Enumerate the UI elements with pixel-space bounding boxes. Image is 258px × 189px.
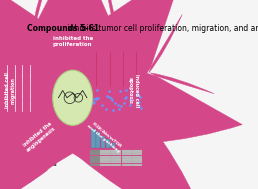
- FancyBboxPatch shape: [103, 63, 116, 74]
- FancyBboxPatch shape: [90, 150, 100, 153]
- FancyBboxPatch shape: [90, 128, 117, 149]
- FancyBboxPatch shape: [130, 51, 142, 63]
- FancyBboxPatch shape: [116, 75, 129, 86]
- FancyBboxPatch shape: [100, 153, 111, 155]
- FancyBboxPatch shape: [52, 25, 62, 46]
- FancyBboxPatch shape: [111, 161, 121, 163]
- FancyBboxPatch shape: [116, 51, 129, 63]
- FancyBboxPatch shape: [19, 99, 26, 111]
- FancyBboxPatch shape: [90, 150, 142, 166]
- FancyBboxPatch shape: [111, 164, 121, 166]
- FancyBboxPatch shape: [111, 153, 121, 155]
- FancyBboxPatch shape: [122, 164, 132, 166]
- FancyBboxPatch shape: [132, 164, 142, 166]
- FancyBboxPatch shape: [116, 63, 129, 74]
- FancyBboxPatch shape: [3, 88, 11, 99]
- Text: PI3K/Akt/mTOR
and the pathway: PI3K/Akt/mTOR and the pathway: [86, 120, 123, 153]
- FancyBboxPatch shape: [132, 153, 142, 155]
- FancyBboxPatch shape: [106, 139, 110, 148]
- FancyBboxPatch shape: [96, 132, 100, 148]
- FancyBboxPatch shape: [3, 150, 55, 166]
- FancyBboxPatch shape: [90, 156, 100, 158]
- FancyBboxPatch shape: [100, 164, 111, 166]
- FancyBboxPatch shape: [100, 158, 111, 160]
- FancyBboxPatch shape: [103, 75, 116, 86]
- FancyBboxPatch shape: [3, 76, 11, 88]
- Text: inhibited cell
migration: inhibited cell migration: [5, 73, 16, 108]
- FancyBboxPatch shape: [90, 51, 142, 86]
- FancyBboxPatch shape: [122, 150, 132, 153]
- Text: induced cell
apoptosis: induced cell apoptosis: [128, 74, 139, 107]
- FancyBboxPatch shape: [122, 161, 132, 163]
- Ellipse shape: [53, 70, 93, 125]
- FancyBboxPatch shape: [90, 158, 100, 160]
- FancyBboxPatch shape: [29, 150, 42, 166]
- FancyBboxPatch shape: [43, 150, 55, 166]
- FancyBboxPatch shape: [90, 63, 103, 74]
- FancyBboxPatch shape: [101, 136, 105, 148]
- Text: Compounds 5-61: Compounds 5-61: [27, 24, 99, 33]
- FancyBboxPatch shape: [16, 129, 29, 148]
- FancyBboxPatch shape: [19, 76, 26, 88]
- FancyBboxPatch shape: [100, 161, 111, 163]
- FancyBboxPatch shape: [130, 75, 142, 86]
- FancyBboxPatch shape: [3, 64, 11, 76]
- FancyBboxPatch shape: [90, 161, 100, 163]
- FancyBboxPatch shape: [3, 64, 34, 111]
- FancyBboxPatch shape: [16, 150, 29, 166]
- FancyBboxPatch shape: [3, 129, 16, 148]
- FancyBboxPatch shape: [90, 75, 103, 86]
- FancyBboxPatch shape: [90, 24, 142, 47]
- FancyBboxPatch shape: [100, 150, 111, 153]
- FancyBboxPatch shape: [103, 51, 116, 63]
- FancyBboxPatch shape: [29, 129, 42, 148]
- FancyBboxPatch shape: [132, 158, 142, 160]
- FancyBboxPatch shape: [3, 99, 11, 111]
- FancyBboxPatch shape: [130, 89, 142, 111]
- FancyBboxPatch shape: [132, 156, 142, 158]
- FancyBboxPatch shape: [90, 153, 100, 155]
- FancyBboxPatch shape: [11, 76, 18, 88]
- FancyBboxPatch shape: [42, 25, 52, 46]
- FancyBboxPatch shape: [111, 150, 121, 153]
- FancyBboxPatch shape: [11, 99, 18, 111]
- FancyBboxPatch shape: [27, 64, 34, 76]
- FancyBboxPatch shape: [90, 89, 103, 111]
- FancyBboxPatch shape: [90, 51, 103, 63]
- FancyBboxPatch shape: [43, 129, 55, 148]
- FancyBboxPatch shape: [31, 25, 41, 46]
- FancyBboxPatch shape: [122, 156, 132, 158]
- FancyBboxPatch shape: [90, 89, 142, 111]
- FancyBboxPatch shape: [111, 156, 121, 158]
- FancyBboxPatch shape: [132, 150, 142, 153]
- FancyBboxPatch shape: [122, 158, 132, 160]
- FancyBboxPatch shape: [91, 129, 96, 148]
- FancyBboxPatch shape: [103, 89, 116, 111]
- FancyBboxPatch shape: [90, 164, 100, 166]
- Text: inhibited the
proliferation: inhibited the proliferation: [53, 36, 93, 47]
- Text: inhibited the
angiogenesis: inhibited the angiogenesis: [22, 121, 57, 153]
- FancyBboxPatch shape: [11, 64, 18, 76]
- FancyBboxPatch shape: [19, 88, 26, 99]
- FancyBboxPatch shape: [3, 29, 28, 61]
- FancyBboxPatch shape: [100, 156, 111, 158]
- FancyBboxPatch shape: [3, 128, 55, 149]
- FancyBboxPatch shape: [111, 158, 121, 160]
- FancyBboxPatch shape: [27, 99, 34, 111]
- FancyBboxPatch shape: [122, 153, 132, 155]
- FancyBboxPatch shape: [27, 76, 34, 88]
- FancyBboxPatch shape: [19, 64, 26, 76]
- FancyBboxPatch shape: [130, 63, 142, 74]
- FancyBboxPatch shape: [11, 88, 18, 99]
- FancyBboxPatch shape: [111, 143, 115, 148]
- FancyBboxPatch shape: [27, 88, 34, 99]
- FancyBboxPatch shape: [132, 161, 142, 163]
- FancyBboxPatch shape: [3, 150, 16, 166]
- FancyBboxPatch shape: [116, 89, 129, 111]
- Text: inhibits tumor cell proliferation, migration, and angiogenesis.: inhibits tumor cell proliferation, migra…: [27, 24, 258, 33]
